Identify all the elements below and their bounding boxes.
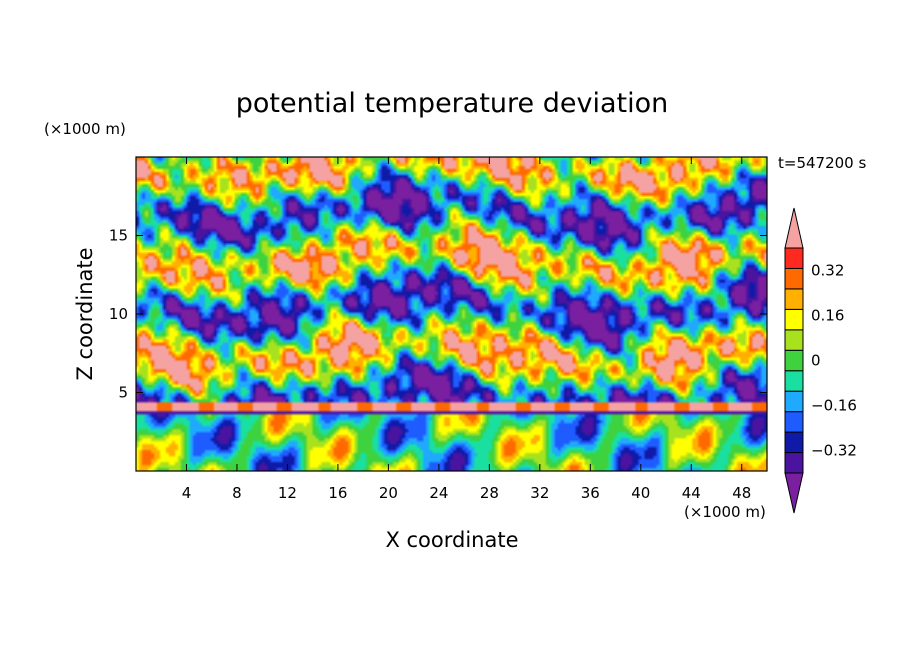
x-tick-label: 12 [278, 484, 297, 502]
x-tick-label: 16 [328, 484, 347, 502]
colorbar-tick-label: 0.16 [811, 307, 844, 325]
y-tick-label: 15 [109, 227, 128, 245]
x-tick-label: 36 [581, 484, 600, 502]
colorbar-band [784, 390, 804, 413]
colorbar-band [784, 349, 804, 372]
x-tick-label: 24 [429, 484, 448, 502]
colorbar: 0.32 0.16 0 −0.16 −0.32 [784, 207, 857, 514]
y-tick-label: 5 [118, 384, 128, 402]
chart-title: potential temperature deviation [236, 88, 668, 119]
x-tick-label: 32 [530, 484, 549, 502]
x-tick-label: 48 [732, 484, 751, 502]
time-label: t=547200 s [778, 154, 866, 172]
colorbar-tick-label: −0.32 [811, 442, 857, 460]
colorbar-band [784, 431, 804, 454]
colorbar-band [784, 288, 804, 310]
x-axis-unit: (×1000 m) [684, 503, 766, 521]
plot-area [136, 157, 767, 471]
colorbar-band [784, 329, 804, 351]
colorbar-tick-label: 0 [811, 352, 821, 370]
y-axis-unit: (×1000 m) [44, 120, 126, 138]
x-tick-label: 40 [631, 484, 650, 502]
y-tick-label: 10 [109, 305, 128, 323]
x-tick-label: 44 [682, 484, 701, 502]
x-tick-label: 8 [232, 484, 242, 502]
colorbar-band [784, 267, 804, 290]
x-axis-ticks: 4 8 12 16 20 24 28 32 36 40 44 48 [182, 157, 751, 502]
y-axis-ticks: 5 10 15 [109, 227, 767, 402]
colorbar-band [784, 370, 804, 392]
colorbar-band [784, 452, 804, 474]
colorbar-upper-extension [784, 207, 804, 249]
colorbar-band [784, 411, 804, 433]
x-tick-label: 4 [182, 484, 192, 502]
colorbar-tick-label: −0.16 [811, 397, 857, 415]
colorbar-band [784, 308, 804, 331]
x-axis-label: X coordinate [385, 528, 518, 552]
y-axis-label: Z coordinate [73, 247, 97, 380]
x-tick-label: 28 [480, 484, 499, 502]
field-heatmap [136, 157, 767, 471]
colorbar-lower-extension [784, 472, 804, 514]
colorbar-tick-label: 0.32 [811, 262, 844, 280]
x-tick-label: 20 [379, 484, 398, 502]
colorbar-band [784, 247, 804, 269]
